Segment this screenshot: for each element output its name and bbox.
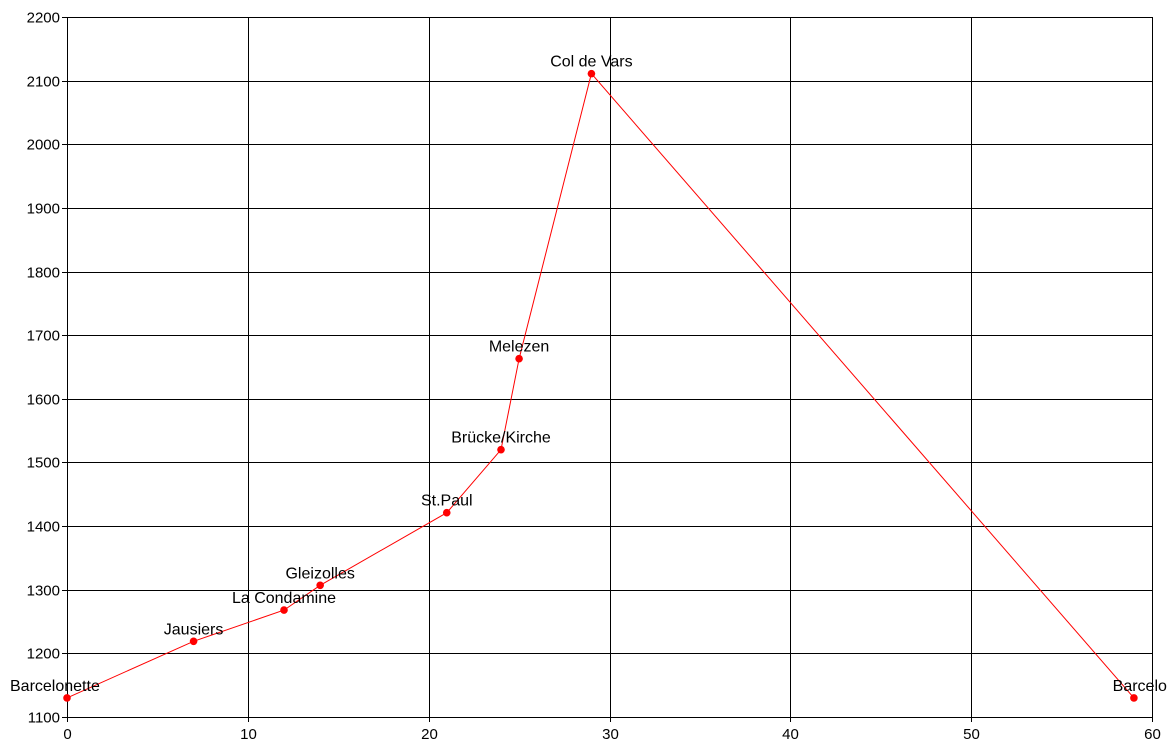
y-tick-label-1300: 1300 — [27, 583, 60, 600]
series-line-0 — [66, 72, 1135, 699]
series-line-layer — [66, 72, 1135, 699]
point-label-2: La Condamine — [232, 590, 336, 607]
y-tick-label-1600: 1600 — [27, 392, 60, 409]
y-tick-label-2000: 2000 — [27, 137, 60, 154]
y-tick-label-1200: 1200 — [27, 646, 60, 663]
x-tick-label-50: 50 — [963, 726, 980, 743]
point-label-1: Jausiers — [164, 621, 224, 638]
data-point-3 — [316, 581, 324, 590]
grid — [67, 17, 1153, 718]
y-tick-label-1900: 1900 — [27, 201, 60, 218]
x-tick-label-60: 60 — [1144, 726, 1161, 743]
point-label-0: Barcelonette — [10, 678, 100, 695]
data-point-1 — [189, 637, 198, 646]
data-points — [63, 69, 1138, 702]
point-label-8: Barcelo — [1113, 678, 1167, 695]
point-label-7: Col de Vars — [550, 54, 632, 71]
axes: 1100 1200 1300 1400 1500 1600 1700 1800 1900 2000… — [27, 10, 1161, 744]
y-tick-label-1100: 1100 — [28, 710, 60, 727]
point-label-3: Gleizolles — [285, 565, 354, 582]
y-tick-label-2200: 2200 — [27, 10, 60, 27]
data-point-0 — [63, 694, 71, 702]
point-label-4: St.Paul — [421, 493, 473, 510]
data-point-6 — [515, 354, 523, 363]
y-tick-label-1800: 1800 — [27, 265, 60, 282]
x-tick-label-40: 40 — [782, 726, 799, 743]
data-point-5 — [497, 445, 505, 454]
y-tick-label-1500: 1500 — [27, 455, 60, 472]
data-point-4 — [442, 508, 451, 517]
data-point-8 — [1130, 694, 1138, 702]
x-tick-label-0: 0 — [63, 726, 71, 743]
y-tick-label-1400: 1400 — [27, 519, 60, 536]
x-tick-label-20: 20 — [421, 726, 438, 743]
point-labels: Barcelonette Jausiers La Condamine Gleizoll… — [10, 54, 1167, 695]
data-point-7 — [587, 69, 596, 78]
y-tick-label-2100: 2100 — [27, 74, 60, 91]
point-label-5: Brücke/Kirche — [451, 430, 551, 447]
y-tick-label-1700: 1700 — [27, 328, 60, 345]
x-tick-label-10: 10 — [240, 726, 257, 743]
x-tick-label-30: 30 — [602, 726, 619, 743]
point-label-6: Melezen — [489, 339, 549, 356]
data-point-2 — [280, 606, 288, 614]
